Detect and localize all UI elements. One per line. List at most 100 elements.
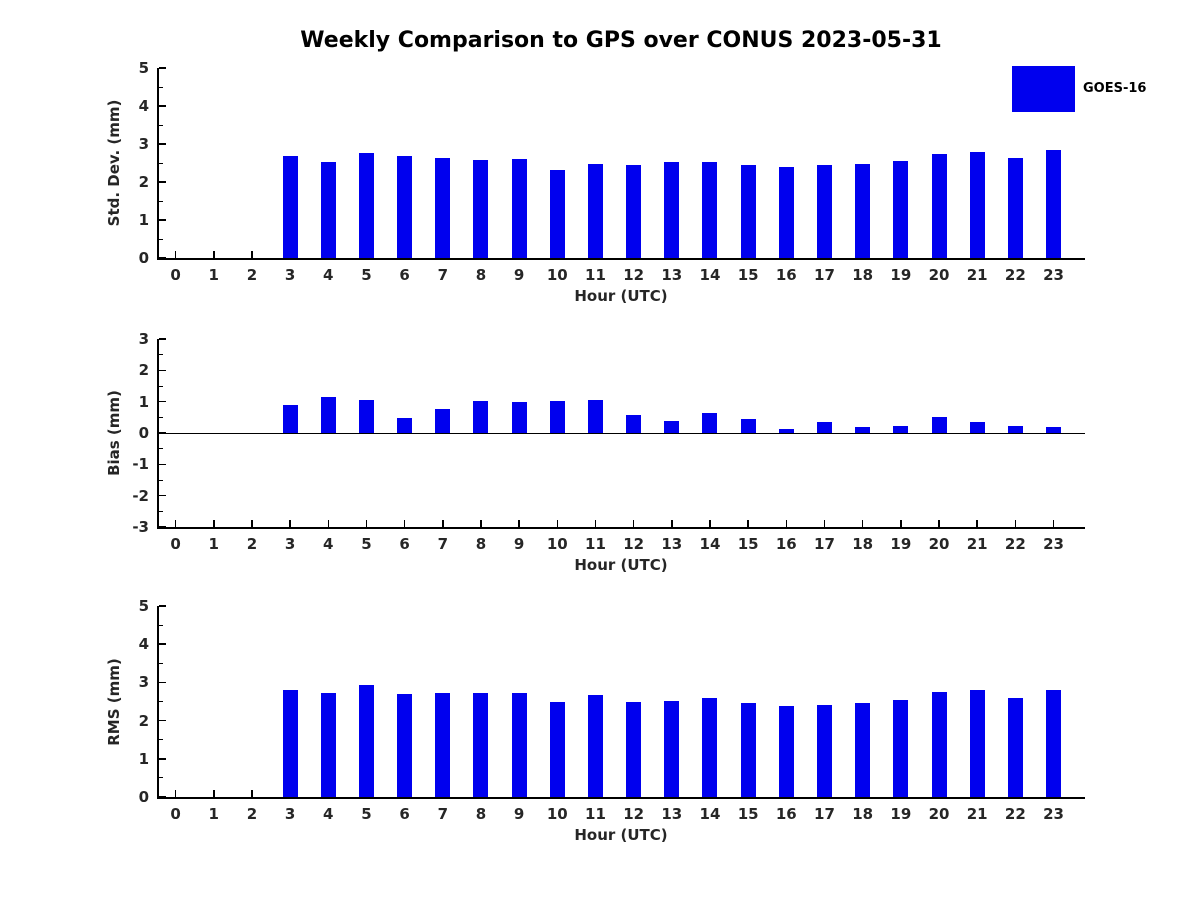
bar-hour-11 <box>587 695 603 797</box>
bar-hour-14 <box>702 698 718 797</box>
x-axis-tick <box>976 520 978 527</box>
y-axis-minor-tick <box>158 354 163 356</box>
x-axis-tick <box>1052 520 1055 527</box>
zero-reference-line <box>157 432 1085 434</box>
bar-hour-16 <box>778 428 794 433</box>
y-tick-label: -2 <box>132 486 149 505</box>
y-tick-label: 0 <box>138 424 149 442</box>
y-axis-tick <box>158 605 166 607</box>
x-tick-label: 0 <box>170 266 181 284</box>
x-tick-label: 11 <box>585 266 606 284</box>
x-tick-label: 9 <box>513 535 525 553</box>
x-axis-tick <box>251 520 253 527</box>
x-tick-label: 14 <box>699 266 721 284</box>
x-tick-label: 16 <box>775 535 797 553</box>
y-axis-minor-tick <box>158 624 163 626</box>
x-tick-label: 2 <box>246 535 258 553</box>
x-tick-label: 17 <box>814 266 835 284</box>
bar-hour-12 <box>626 702 642 797</box>
x-axis-tick <box>1014 520 1017 527</box>
y-axis-minor-tick <box>158 162 163 164</box>
x-tick-label: 22 <box>1004 805 1026 823</box>
x-tick-label: 1 <box>208 535 219 553</box>
rms-y-axis-label: RMS (mm) <box>105 657 123 746</box>
x-tick-label: 6 <box>399 805 410 823</box>
x-axis-tick <box>556 520 559 527</box>
y-axis-line <box>157 68 159 260</box>
x-tick-label: 2 <box>246 266 258 284</box>
bar-hour-21 <box>969 151 985 258</box>
y-axis-line <box>157 606 159 799</box>
y-axis-minor-tick <box>158 510 163 512</box>
x-axis-tick <box>174 251 177 258</box>
x-axis-tick <box>174 790 177 797</box>
legend-swatch-goes16 <box>1012 66 1075 112</box>
x-axis-tick <box>251 251 253 258</box>
bar-hour-18 <box>855 703 871 797</box>
bar-hour-11 <box>587 399 603 433</box>
y-axis-minor-tick <box>158 662 163 664</box>
x-axis-tick <box>709 520 711 527</box>
x-tick-label: 5 <box>361 805 372 823</box>
bar-hour-5 <box>358 152 374 258</box>
bar-hour-23 <box>1046 689 1061 797</box>
y-axis-tick <box>158 463 166 466</box>
x-axis-tick <box>403 520 406 527</box>
bar-hour-13 <box>664 701 680 797</box>
y-axis-tick <box>158 143 166 145</box>
y-tick-label: -1 <box>132 455 149 474</box>
std-dev-x-axis-label: Hour (UTC) <box>574 287 668 305</box>
y-axis-tick <box>158 796 166 798</box>
x-tick-label: 3 <box>284 535 296 553</box>
x-axis-tick <box>594 520 597 527</box>
x-axis-tick <box>289 520 291 527</box>
y-axis-tick <box>158 105 166 107</box>
x-tick-label: 23 <box>1043 805 1064 823</box>
x-tick-label: 8 <box>475 805 487 823</box>
x-axis-tick <box>480 520 482 527</box>
y-axis-minor-tick <box>158 238 163 240</box>
x-tick-label: 18 <box>852 805 874 823</box>
x-tick-label: 4 <box>323 805 334 823</box>
x-tick-label: 20 <box>928 805 950 823</box>
bar-hour-5 <box>358 399 374 433</box>
bar-hour-20 <box>931 417 947 433</box>
x-axis-tick <box>785 520 788 527</box>
y-axis-line <box>157 339 159 529</box>
x-tick-label: 22 <box>1004 535 1026 553</box>
x-tick-label: 11 <box>585 805 606 823</box>
y-axis-tick <box>158 400 166 403</box>
x-tick-label: 21 <box>966 805 988 823</box>
x-tick-label: 10 <box>546 805 568 823</box>
y-axis-minor-tick <box>158 739 163 741</box>
y-tick-label: 0 <box>138 788 149 806</box>
x-tick-label: 9 <box>513 266 525 284</box>
x-tick-label: 10 <box>546 535 568 553</box>
x-tick-label: 5 <box>361 266 372 284</box>
y-axis-tick <box>158 494 166 497</box>
x-tick-label: 1 <box>208 805 219 823</box>
bar-hour-3 <box>282 690 298 797</box>
x-axis-tick <box>823 520 826 527</box>
x-tick-label: 12 <box>623 266 645 284</box>
bar-hour-10 <box>549 169 565 258</box>
y-tick-label: 5 <box>138 597 149 615</box>
y-tick-label: 4 <box>138 635 149 654</box>
bar-hour-19 <box>893 425 909 433</box>
bar-hour-12 <box>626 164 642 258</box>
x-axis-tick <box>213 520 215 527</box>
bar-hour-17 <box>816 704 832 797</box>
y-axis-tick <box>158 758 166 760</box>
bar-hour-4 <box>320 693 336 797</box>
bar-hour-20 <box>931 691 947 797</box>
x-axis-tick <box>442 520 444 527</box>
x-tick-label: 22 <box>1004 266 1026 284</box>
x-axis-tick <box>671 520 673 527</box>
x-tick-label: 16 <box>775 266 797 284</box>
y-axis-tick <box>158 257 166 259</box>
y-axis-minor-tick <box>158 479 163 481</box>
y-tick-label: 3 <box>138 330 149 348</box>
y-tick-label: 3 <box>138 135 149 153</box>
